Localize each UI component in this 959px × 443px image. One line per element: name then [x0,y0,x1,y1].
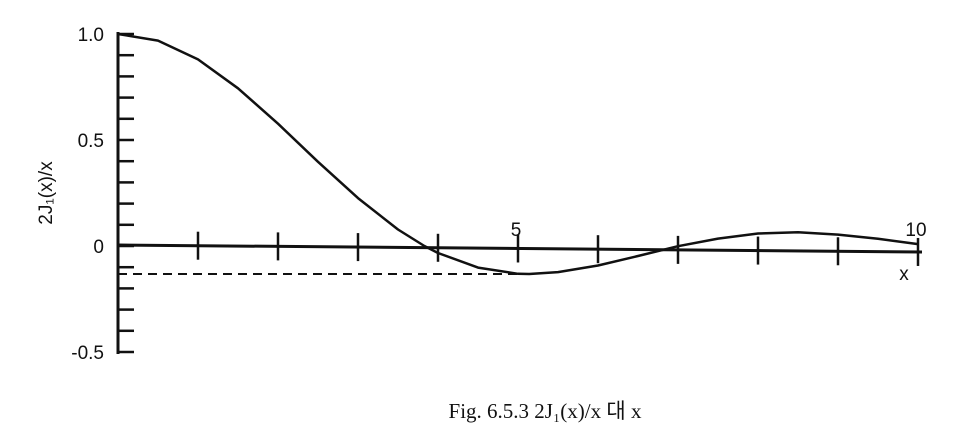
series-layer [117,32,919,276]
x-axis-label: x [899,264,909,285]
labels-layer: 1.0 0.5 0 -0.5 5 10 x 2J₁(x)/x Fig. 6.5.3 2J₁(x)… [36,25,927,423]
y-axis-label: 2J₁(x)/x [36,161,57,225]
x-tick-label: 5 [511,220,522,241]
y-tick-label: -0.5 [71,343,104,364]
y-tick-label: 0.5 [78,131,104,152]
figure-caption: Fig. 6.5.3 2J₁(x)/x 대 x [449,399,642,423]
bessel-curve [117,32,919,276]
x-axis-line [117,243,923,254]
axes [116,32,923,354]
y-tick-label: 1.0 [78,25,104,46]
x-tick-label: 10 [905,220,926,241]
y-tick-label: 0 [93,237,104,258]
